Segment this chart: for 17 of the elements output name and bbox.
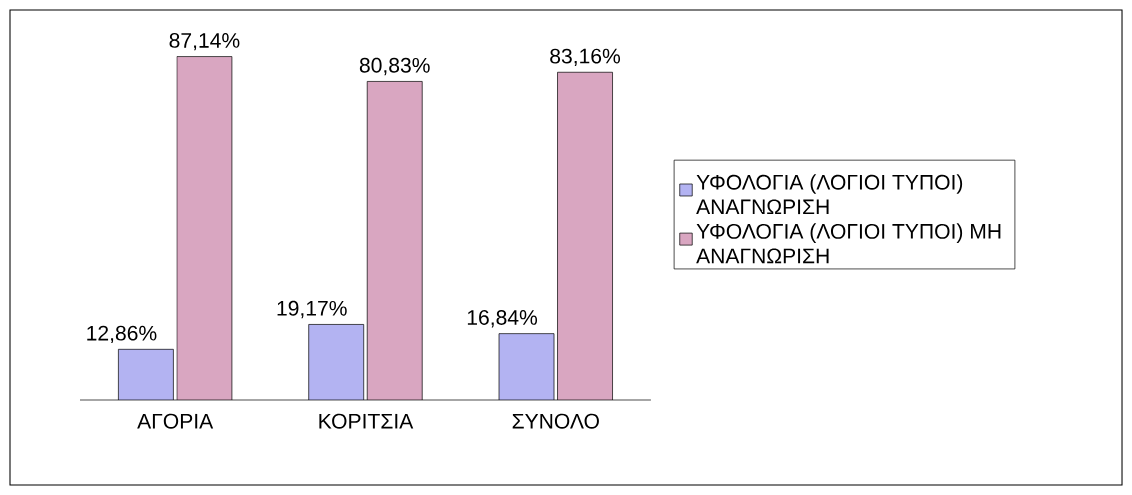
bar [557,71,613,400]
data-label: 80,83% [359,57,430,76]
bar [176,56,232,400]
x-tick-label: ΚΟΡΙΤΣΙΑ [319,413,414,429]
data-label: 19,17% [277,300,347,319]
bar [308,324,364,400]
bar [367,81,423,400]
x-tick-label: ΑΓΟΡΙΑ [137,413,214,429]
data-label: 12,86% [87,325,157,344]
legend-label: ΥΦΟΛΟΓΙΑ (ΛΟΓΙΟΙ ΤΥΠΟΙ) ΜΗ ΑΝΑΓΝΩΡΙΣΗ [696,223,1001,264]
legend-label: ΥΦΟΛΟΓΙΑ (ΛΟΓΙΟΙ ΤΥΠΟΙ) ΑΝΑΓΝΩΡΙΣΗ [696,174,963,215]
data-label: 16,84% [467,310,538,328]
x-tick-label: ΣΥΝΟΛΟ [512,413,599,429]
bar [118,349,174,400]
data-label: 83,16% [550,48,621,67]
data-label: 87,14% [169,32,240,51]
bar [498,333,555,400]
